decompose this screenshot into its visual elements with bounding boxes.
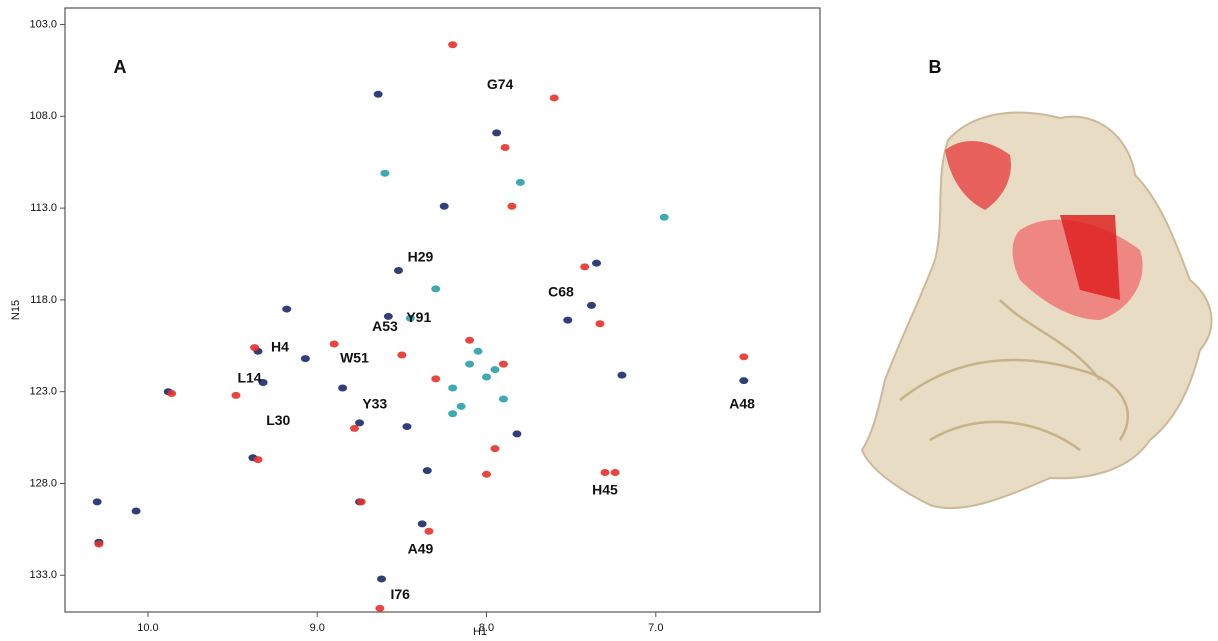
peak <box>659 213 669 221</box>
peak <box>617 371 627 379</box>
peak <box>600 468 610 476</box>
peak <box>580 263 590 271</box>
x-tick-label: 9.0 <box>310 622 325 634</box>
peak <box>258 379 268 387</box>
panel-label: A <box>114 57 127 77</box>
peak-label: W51 <box>340 349 369 365</box>
peak <box>592 259 602 267</box>
peak <box>393 267 403 275</box>
y-tick-label: 133.0 <box>29 569 57 581</box>
peak <box>253 456 263 464</box>
peak <box>349 424 359 432</box>
peak <box>431 375 441 383</box>
peak <box>329 340 339 348</box>
y-tick-label: 113.0 <box>30 202 57 214</box>
peak-label: H4 <box>271 338 289 354</box>
peak <box>355 419 365 427</box>
peak <box>473 347 483 355</box>
peak <box>448 41 458 49</box>
peak <box>397 351 407 359</box>
peak <box>250 344 260 352</box>
peak <box>739 377 749 385</box>
peak <box>610 468 620 476</box>
peak <box>131 507 141 515</box>
y-tick-label: 118.0 <box>30 294 57 306</box>
peak <box>448 384 458 392</box>
peak <box>373 90 383 98</box>
peak-label: L14 <box>237 370 261 386</box>
peak <box>563 316 573 324</box>
peak <box>92 498 102 506</box>
peak <box>492 129 502 137</box>
peak <box>482 470 492 478</box>
peak <box>424 527 434 535</box>
panel-label: B <box>929 57 942 77</box>
peak <box>465 360 475 368</box>
peak-label: G74 <box>487 76 514 92</box>
peak <box>402 423 412 431</box>
peak <box>439 202 449 210</box>
peak-label: A48 <box>729 395 755 411</box>
peak <box>417 520 427 528</box>
peak <box>282 305 292 313</box>
peak <box>167 390 177 398</box>
x-tick-label: 8.0 <box>479 622 494 634</box>
peak <box>380 169 390 177</box>
peak <box>338 384 348 392</box>
y-tick-label: 108.0 <box>29 110 57 122</box>
peak <box>512 430 522 438</box>
peak <box>422 467 432 475</box>
peak <box>490 366 500 374</box>
peak-label: L30 <box>266 412 290 428</box>
peak <box>383 312 393 320</box>
peak <box>507 202 517 210</box>
peak <box>500 144 510 152</box>
peak <box>456 402 466 410</box>
plot-frame <box>64 7 821 613</box>
y-tick-label: 103.0 <box>29 18 57 30</box>
peak <box>739 353 749 361</box>
peak <box>231 391 241 399</box>
y-tick-label: 128.0 <box>29 477 57 489</box>
y-tick-label: 123.0 <box>29 386 57 398</box>
peak <box>431 285 441 293</box>
peak-label: I76 <box>390 586 410 602</box>
peak-label: Y33 <box>362 395 387 411</box>
peak <box>498 360 508 368</box>
peak-label: C68 <box>548 283 574 299</box>
peak <box>356 498 366 506</box>
peak <box>549 94 559 102</box>
peak <box>448 410 458 418</box>
peak <box>586 301 596 309</box>
peak <box>515 178 525 186</box>
protein-surface <box>860 111 1213 510</box>
peak <box>465 336 475 344</box>
peak-label: A49 <box>408 540 434 556</box>
peak-label: A53 <box>372 318 398 334</box>
y-axis-label: N15 <box>10 300 22 320</box>
peak <box>482 373 492 381</box>
peak <box>375 604 385 612</box>
peak <box>498 395 508 403</box>
peak-label: H29 <box>408 248 434 264</box>
peak-label: H45 <box>592 482 618 498</box>
x-tick-label: 10.0 <box>137 622 158 634</box>
peak <box>595 320 605 328</box>
x-tick-label: 7.0 <box>648 622 663 634</box>
peak <box>405 314 415 322</box>
x-axis-label: H1 <box>473 626 487 638</box>
peak <box>300 355 310 363</box>
peak-label: Y91 <box>406 309 431 325</box>
peak <box>377 575 387 583</box>
peak <box>490 445 500 453</box>
peak <box>94 540 104 548</box>
